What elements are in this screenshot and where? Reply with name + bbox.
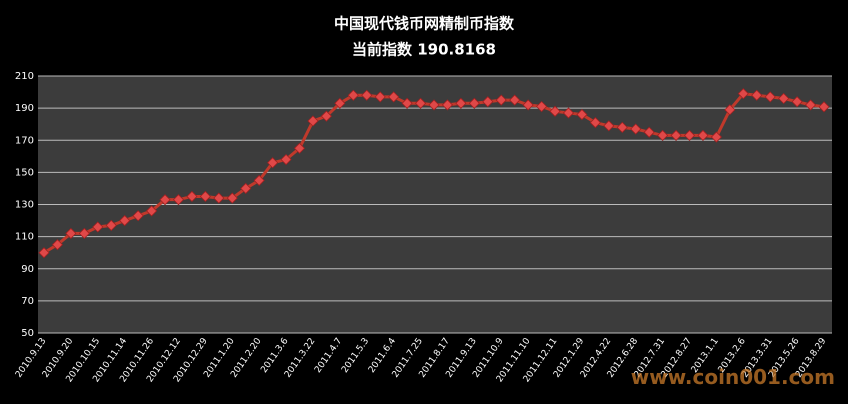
data-point	[226, 192, 238, 204]
data-point	[307, 115, 319, 127]
data-point	[199, 190, 211, 203]
data-point	[253, 174, 265, 186]
data-point	[562, 107, 575, 119]
data-point	[334, 97, 346, 109]
data-point	[683, 129, 696, 141]
data-point	[589, 117, 601, 129]
data-point	[791, 96, 803, 108]
y-tick-label: 110	[15, 232, 34, 243]
data-point	[361, 89, 373, 101]
data-point	[643, 126, 655, 138]
data-point	[293, 142, 306, 154]
data-point	[670, 129, 682, 141]
y-tick-label: 70	[21, 296, 34, 307]
data-point	[240, 182, 252, 195]
data-point	[267, 157, 279, 169]
data-point	[105, 219, 117, 231]
data-point	[818, 101, 830, 113]
y-tick-label: 170	[15, 135, 34, 146]
data-point	[280, 153, 292, 166]
data-point	[603, 120, 615, 132]
data-point	[630, 123, 642, 135]
y-tick-label: 150	[15, 167, 34, 178]
data-point	[441, 99, 454, 111]
y-tick-label: 190	[15, 103, 34, 114]
data-point	[509, 94, 521, 106]
data-point	[159, 194, 171, 206]
data-point	[78, 227, 90, 239]
data-point	[576, 108, 588, 121]
data-point	[186, 190, 198, 203]
y-tick-label: 90	[21, 264, 34, 275]
data-point	[764, 91, 776, 103]
data-point	[697, 129, 709, 141]
data-point	[751, 89, 763, 101]
data-point	[65, 227, 77, 239]
data-point	[347, 89, 359, 101]
y-tick-label: 130	[15, 200, 34, 211]
data-point	[320, 110, 332, 122]
data-point	[616, 121, 628, 133]
data-point	[51, 239, 64, 251]
data-point	[119, 214, 131, 227]
watermark: www.coin001.com	[631, 365, 835, 389]
data-point	[536, 100, 548, 113]
data-point	[522, 99, 534, 111]
y-tick-label: 50	[21, 328, 34, 339]
data-point	[388, 91, 400, 103]
data-point	[710, 131, 722, 143]
data-point	[495, 94, 507, 106]
data-point	[213, 192, 225, 204]
data-point	[724, 104, 736, 116]
chart-title: 中国现代钱币网精制币指数	[334, 15, 515, 33]
data-point	[401, 97, 413, 109]
data-point	[92, 221, 104, 233]
data-point	[428, 99, 440, 111]
data-point	[414, 97, 427, 109]
data-point	[804, 99, 817, 111]
data-point	[468, 97, 480, 109]
data-point	[657, 129, 669, 141]
y-tick-label: 210	[15, 71, 34, 82]
data-point	[374, 91, 386, 103]
data-point	[482, 96, 494, 108]
data-point	[778, 92, 790, 105]
data-point	[132, 210, 144, 222]
data-point	[38, 247, 50, 259]
chart-subtitle: 当前指数 190.8168	[352, 41, 496, 59]
data-point	[455, 97, 467, 109]
data-point	[172, 194, 185, 206]
data-point	[737, 88, 749, 100]
data-point	[549, 105, 561, 117]
data-point	[146, 205, 158, 217]
